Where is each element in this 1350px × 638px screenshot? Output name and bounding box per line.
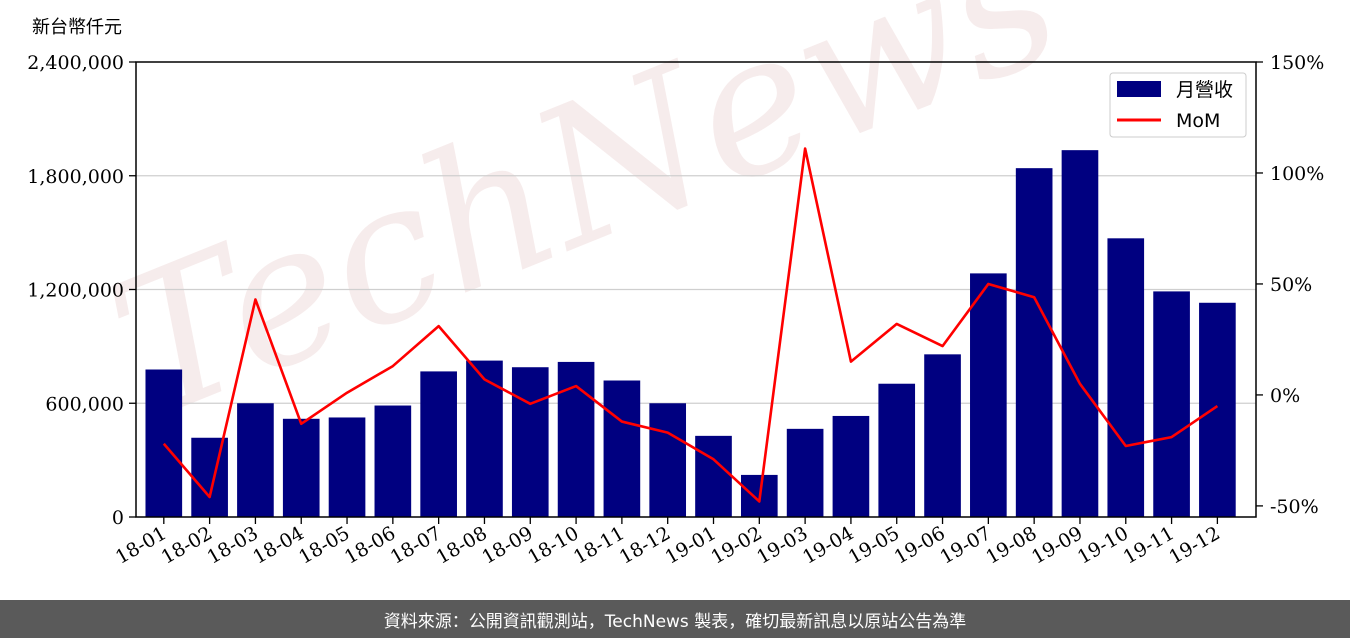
x-tick-label: 19-02 bbox=[707, 522, 765, 568]
bar-19-06 bbox=[924, 354, 961, 517]
bar-19-05 bbox=[878, 383, 916, 517]
bar-19-07 bbox=[970, 273, 1007, 517]
x-tick-label: 18-08 bbox=[433, 522, 491, 568]
bar-18-02 bbox=[191, 437, 228, 517]
left-tick-label: 600,000 bbox=[45, 393, 124, 415]
bar-18-10 bbox=[557, 361, 595, 517]
bar-18-01 bbox=[145, 369, 183, 517]
x-tick-label: 18-12 bbox=[616, 522, 674, 568]
mom-line bbox=[162, 147, 1219, 503]
bar-18-06 bbox=[374, 405, 412, 517]
revenue-bars bbox=[145, 150, 1236, 517]
bar-18-04 bbox=[282, 418, 320, 517]
right-tick-label: -50% bbox=[1270, 496, 1319, 518]
bar-18-09 bbox=[511, 367, 549, 517]
left-tick-label: 1,200,000 bbox=[27, 280, 124, 302]
bar-19-04 bbox=[832, 415, 870, 517]
legend-label-mom: MoM bbox=[1176, 110, 1220, 132]
right-tick-label: 150% bbox=[1270, 52, 1324, 74]
bar-19-11 bbox=[1153, 291, 1190, 517]
x-tick-label: 18-05 bbox=[295, 522, 353, 568]
legend: 月營收 MoM bbox=[1109, 72, 1247, 138]
x-tick-label: 19-09 bbox=[1028, 522, 1086, 568]
bar-18-03 bbox=[237, 403, 274, 517]
x-tick-label: 18-07 bbox=[387, 522, 445, 568]
source-text: 資料來源：公開資訊觀測站，TechNews 製表，確切最新訊息以原站公告為準 bbox=[383, 611, 967, 632]
x-tick-label: 19-08 bbox=[982, 522, 1040, 568]
left-tick-label: 1,800,000 bbox=[27, 166, 124, 188]
right-tick-label: 50% bbox=[1270, 274, 1312, 296]
bar-18-05 bbox=[328, 417, 366, 517]
x-tick-label: 19-10 bbox=[1074, 522, 1132, 568]
x-tick-label: 19-04 bbox=[799, 522, 857, 568]
left-tick-label: 2,400,000 bbox=[27, 52, 124, 74]
left-tick-label: 0 bbox=[112, 507, 124, 529]
x-tick-label: 18-09 bbox=[478, 522, 536, 568]
revenue-chart: TechNews 0600,0001,200,0001,800,0002,400… bbox=[27, 0, 1324, 569]
bar-19-08 bbox=[1015, 168, 1053, 517]
x-tick-label: 18-11 bbox=[570, 522, 628, 568]
x-tick-label: 19-11 bbox=[1120, 522, 1178, 568]
x-tick-label: 19-06 bbox=[891, 522, 949, 568]
x-tick-label: 18-06 bbox=[341, 522, 399, 568]
source-footer: 資料來源：公開資訊觀測站，TechNews 製表，確切最新訊息以原站公告為準 bbox=[0, 600, 1350, 638]
bar-19-03 bbox=[786, 428, 824, 517]
bar-19-09 bbox=[1061, 150, 1099, 517]
x-tick-label: 18-10 bbox=[524, 522, 582, 568]
bar-19-12 bbox=[1199, 302, 1236, 517]
x-tick-label: 19-12 bbox=[1165, 522, 1223, 568]
mom-series-line bbox=[162, 147, 1219, 503]
x-tick-label: 19-01 bbox=[662, 522, 720, 568]
x-tick-label: 18-04 bbox=[249, 522, 307, 568]
x-tick-label: 18-03 bbox=[203, 522, 261, 568]
bar-19-01 bbox=[695, 435, 732, 517]
right-tick-label: 0% bbox=[1270, 385, 1300, 407]
left-axis-unit-label: 新台幣仟元 bbox=[32, 17, 122, 38]
right-axis-ticks: -50% 0% 50% 100% 150% bbox=[1256, 52, 1324, 518]
x-tick-label: 19-05 bbox=[845, 522, 903, 568]
bar-18-12 bbox=[649, 403, 687, 517]
x-tick-label: 18-01 bbox=[112, 522, 170, 568]
x-tick-label: 18-02 bbox=[158, 522, 216, 568]
x-tick-label: 19-07 bbox=[936, 522, 994, 568]
right-tick-label: 100% bbox=[1270, 163, 1324, 185]
bar-18-08 bbox=[466, 360, 503, 517]
bar-18-07 bbox=[420, 371, 457, 517]
bar-18-11 bbox=[603, 380, 641, 517]
x-axis-ticks: 18-0118-0218-0318-0418-0518-0618-0718-08… bbox=[112, 517, 1224, 569]
x-tick-label: 19-03 bbox=[753, 522, 811, 568]
legend-label-revenue: 月營收 bbox=[1176, 79, 1233, 101]
left-axis-ticks: 0 600,000 1,200,000 1,800,000 2,400,000 bbox=[27, 52, 136, 529]
bar-19-10 bbox=[1107, 238, 1145, 517]
legend-swatch-revenue bbox=[1117, 81, 1161, 97]
